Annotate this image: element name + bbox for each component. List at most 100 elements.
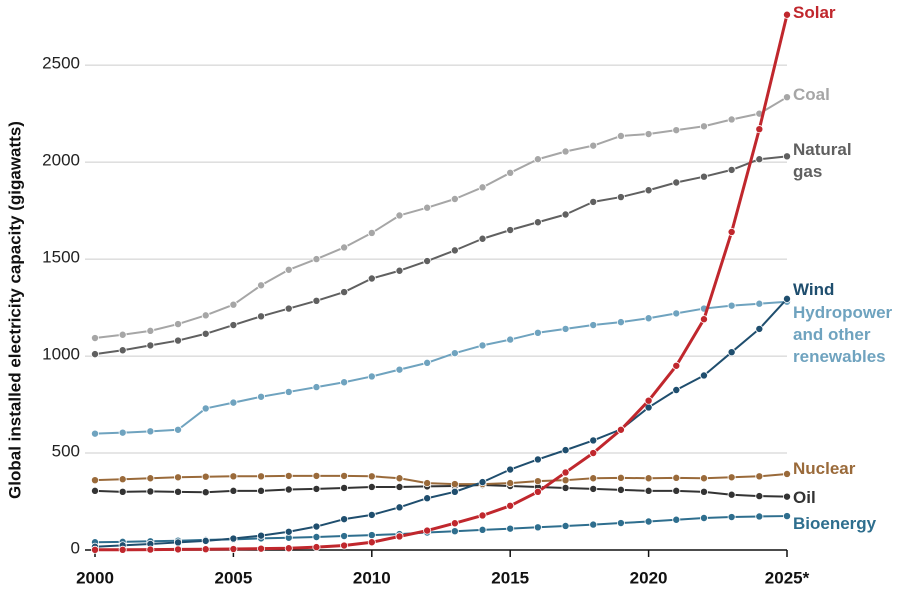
- data-point: [644, 130, 653, 139]
- data-point: [91, 486, 100, 495]
- data-point: [257, 312, 266, 321]
- data-point: [423, 257, 432, 266]
- data-point: [146, 341, 155, 350]
- y-tick-label: 0: [71, 538, 80, 557]
- data-point: [201, 404, 210, 413]
- data-point: [561, 468, 570, 477]
- data-point: [755, 492, 764, 501]
- data-point: [699, 315, 708, 324]
- data-point: [561, 446, 570, 455]
- data-point: [755, 512, 764, 521]
- data-point: [118, 428, 127, 437]
- data-point: [783, 152, 792, 161]
- y-tick-label: 2000: [42, 151, 80, 170]
- data-point: [91, 350, 100, 359]
- data-point: [561, 521, 570, 530]
- data-point: [340, 483, 349, 492]
- data-point: [478, 183, 487, 192]
- data-point: [616, 131, 625, 140]
- data-point: [312, 383, 321, 392]
- data-point: [423, 358, 432, 367]
- data-point: [727, 513, 736, 522]
- data-point: [589, 197, 598, 206]
- data-point: [284, 527, 293, 536]
- series-line: [94, 298, 788, 548]
- data-point: [229, 300, 238, 309]
- data-point: [367, 274, 376, 283]
- data-point: [672, 361, 681, 370]
- data-point: [284, 265, 293, 274]
- data-point: [644, 517, 653, 526]
- x-tick-label: 2005: [214, 568, 252, 587]
- data-point: [450, 480, 459, 489]
- data-point: [257, 281, 266, 290]
- data-point: [201, 329, 210, 338]
- data-point: [367, 538, 376, 547]
- data-point: [312, 471, 321, 480]
- data-point: [229, 398, 238, 407]
- data-point: [395, 266, 404, 275]
- data-point: [367, 228, 376, 237]
- data-point: [423, 203, 432, 212]
- data-point: [727, 301, 736, 310]
- data-point: [118, 545, 127, 554]
- data-point: [257, 544, 266, 553]
- data-point: [478, 511, 487, 520]
- series-label: Oil: [793, 488, 816, 507]
- series-label: Wind: [793, 280, 835, 299]
- data-point: [616, 485, 625, 494]
- data-point: [616, 425, 625, 434]
- data-point: [229, 534, 238, 543]
- data-point: [257, 472, 266, 481]
- data-point: [201, 536, 210, 545]
- data-point: [561, 147, 570, 156]
- data-point: [340, 471, 349, 480]
- x-tick-label: 2000: [76, 568, 114, 587]
- data-point: [229, 486, 238, 495]
- data-point: [533, 523, 542, 532]
- x-tick-label: 2020: [630, 568, 668, 587]
- data-point: [699, 172, 708, 181]
- data-point: [395, 503, 404, 512]
- data-point: [312, 522, 321, 531]
- data-point: [146, 326, 155, 335]
- series-line: [94, 155, 788, 356]
- data-point: [561, 210, 570, 219]
- data-point: [118, 475, 127, 484]
- data-point: [118, 487, 127, 496]
- data-point: [367, 531, 376, 540]
- data-point: [561, 476, 570, 485]
- data-point: [644, 396, 653, 405]
- data-point: [783, 512, 792, 521]
- data-point: [699, 487, 708, 496]
- data-point: [450, 487, 459, 496]
- data-point: [450, 519, 459, 528]
- data-point: [257, 392, 266, 401]
- data-point: [672, 178, 681, 187]
- data-point: [284, 471, 293, 480]
- data-point: [699, 371, 708, 380]
- data-point: [533, 455, 542, 464]
- data-point: [340, 541, 349, 550]
- data-point: [589, 484, 598, 493]
- data-point: [672, 486, 681, 495]
- data-point: [727, 490, 736, 499]
- data-point: [672, 386, 681, 395]
- data-point: [783, 294, 792, 303]
- data-point: [91, 545, 100, 554]
- y-tick-label: 1000: [42, 345, 80, 364]
- data-point: [91, 334, 100, 343]
- data-point: [284, 485, 293, 494]
- data-point: [423, 494, 432, 503]
- data-point: [644, 186, 653, 195]
- data-point: [561, 483, 570, 492]
- data-point: [395, 532, 404, 541]
- data-point: [672, 473, 681, 482]
- data-point: [533, 328, 542, 337]
- data-point: [340, 243, 349, 252]
- data-point: [644, 486, 653, 495]
- series-label: Coal: [793, 85, 830, 104]
- data-point: [201, 472, 210, 481]
